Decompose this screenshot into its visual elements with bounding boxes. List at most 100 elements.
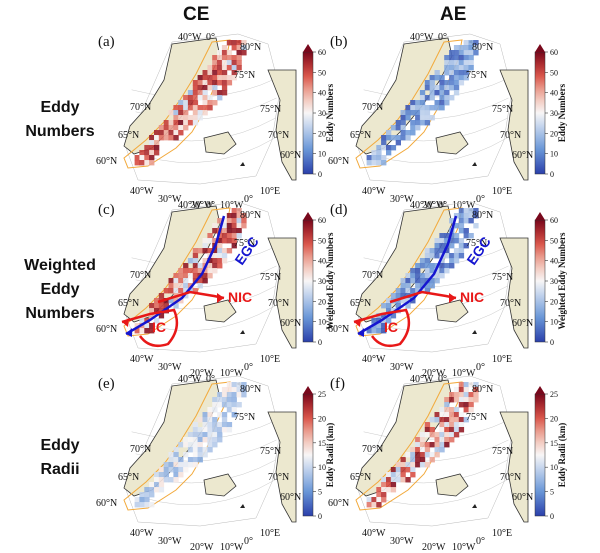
heatmap-cell [395,472,401,478]
heatmap-cell [217,397,223,403]
panel-label: (f) [330,376,345,392]
heatmap-cell [158,477,165,483]
heatmap-cell [395,293,401,299]
heatmap-cell [434,85,440,91]
heatmap-cell [207,75,213,81]
heatmap-cell [231,65,237,71]
heatmap-cell [149,303,155,309]
heatmap-cell [192,110,199,116]
heatmap-cell [183,442,189,448]
heatmap-cell [144,328,150,334]
heatmap-cell [212,437,218,443]
heatmap-cell [419,288,426,294]
heatmap-cell [419,462,426,468]
heatmap-cell [217,253,223,259]
heatmap-cell [381,155,387,161]
heatmap-cell [183,95,189,101]
heatmap-cell [410,447,416,453]
heatmap-cell [453,90,460,96]
colorbar-tick-label: 15 [550,439,558,448]
heatmap-cell [405,467,411,473]
heatmap-cell [212,432,218,438]
latitude-tick-label: 65°N [118,472,139,483]
heatmap-cell [429,442,435,448]
heatmap-cell [149,140,155,146]
heatmap-cell [386,150,392,156]
heatmap-cell [149,308,155,314]
heatmap-cell [439,417,445,423]
colorbar-tick-label: 30 [550,277,558,286]
heatmap-cell [463,387,469,393]
longitude-tick-label: 20°W [422,368,446,379]
heatmap-cell [419,278,426,284]
colorbar-tick-label: 25 [318,390,326,399]
heatmap-cell [207,268,213,274]
colorbar-tick-label: 0 [318,170,322,179]
heatmap-cell [236,213,242,219]
colorbar-extend-arrow [535,44,545,52]
heatmap-cell [468,233,474,239]
column-header-ae: AE [440,4,467,25]
heatmap-cell [212,397,218,403]
latitude-tick-label-right: 70°N [500,298,521,309]
heatmap-cell [444,90,450,96]
heatmap-cell [154,140,160,146]
heatmap-cell [449,412,455,418]
longitude-tick-label: 40°W [362,528,386,539]
heatmap-cell [449,85,455,91]
heatmap-cell [158,313,165,319]
heatmap-cell [376,160,382,166]
heatmap-cell [473,392,479,398]
heatmap-cell [217,243,223,249]
heatmap-cell [212,80,218,86]
heatmap-cell [444,427,450,433]
heatmap-cell [386,318,392,324]
heatmap-cell [178,467,184,473]
heatmap-cell [424,80,431,86]
heatmap-cell [419,100,426,106]
heatmap-cell [236,387,242,393]
heatmap-cell [168,288,174,294]
heatmap-cell [434,437,440,443]
heatmap-cell [197,95,203,101]
panel-label: (a) [98,34,115,50]
longitude-tick-label: 0° [244,194,253,205]
latitude-tick-label: 65°N [350,298,371,309]
heatmap-cell [405,283,411,289]
heatmap-cell [183,268,189,274]
heatmap-cell [424,85,431,91]
heatmap-cell [458,228,465,234]
heatmap-cell [197,105,203,111]
longitude-tick-label: 40°W [410,200,434,211]
heatmap-cell [410,110,416,116]
heatmap-cell [158,125,165,131]
heatmap-cell [424,452,431,458]
longitude-tick-label: 0° [206,374,215,385]
heatmap-cell [458,60,465,66]
colorbar-tick-label: 20 [318,297,326,306]
heatmap-cell [217,80,223,86]
heatmap-cell [444,263,450,269]
longitude-tick-label: 10°E [492,354,512,365]
egc-current-line [125,215,226,336]
heatmap-cell [463,45,469,51]
heatmap-cell [187,462,194,468]
heatmap-cell [463,213,469,219]
heatmap-cell [178,115,184,121]
heatmap-cell [207,238,213,244]
heatmap-cell [444,417,450,423]
row-header-line: Radii [40,461,80,478]
colorbar-tick-label: 15 [318,439,326,448]
colorbar-tick-label: 10 [318,150,326,159]
colorbar-extend-arrow [303,212,313,220]
heatmap-cell [434,238,440,244]
panel-label: (b) [330,34,348,50]
colorbar-tick-label: 0 [550,170,554,179]
graticule-frame [357,375,513,527]
latitude-tick-label: 65°N [118,130,139,141]
colorbar-extend-arrow [303,44,313,52]
heatmap-cell [197,437,203,443]
heatmap-cell [376,150,382,156]
heatmap-cell [173,303,179,309]
heatmap-cell [429,432,435,438]
